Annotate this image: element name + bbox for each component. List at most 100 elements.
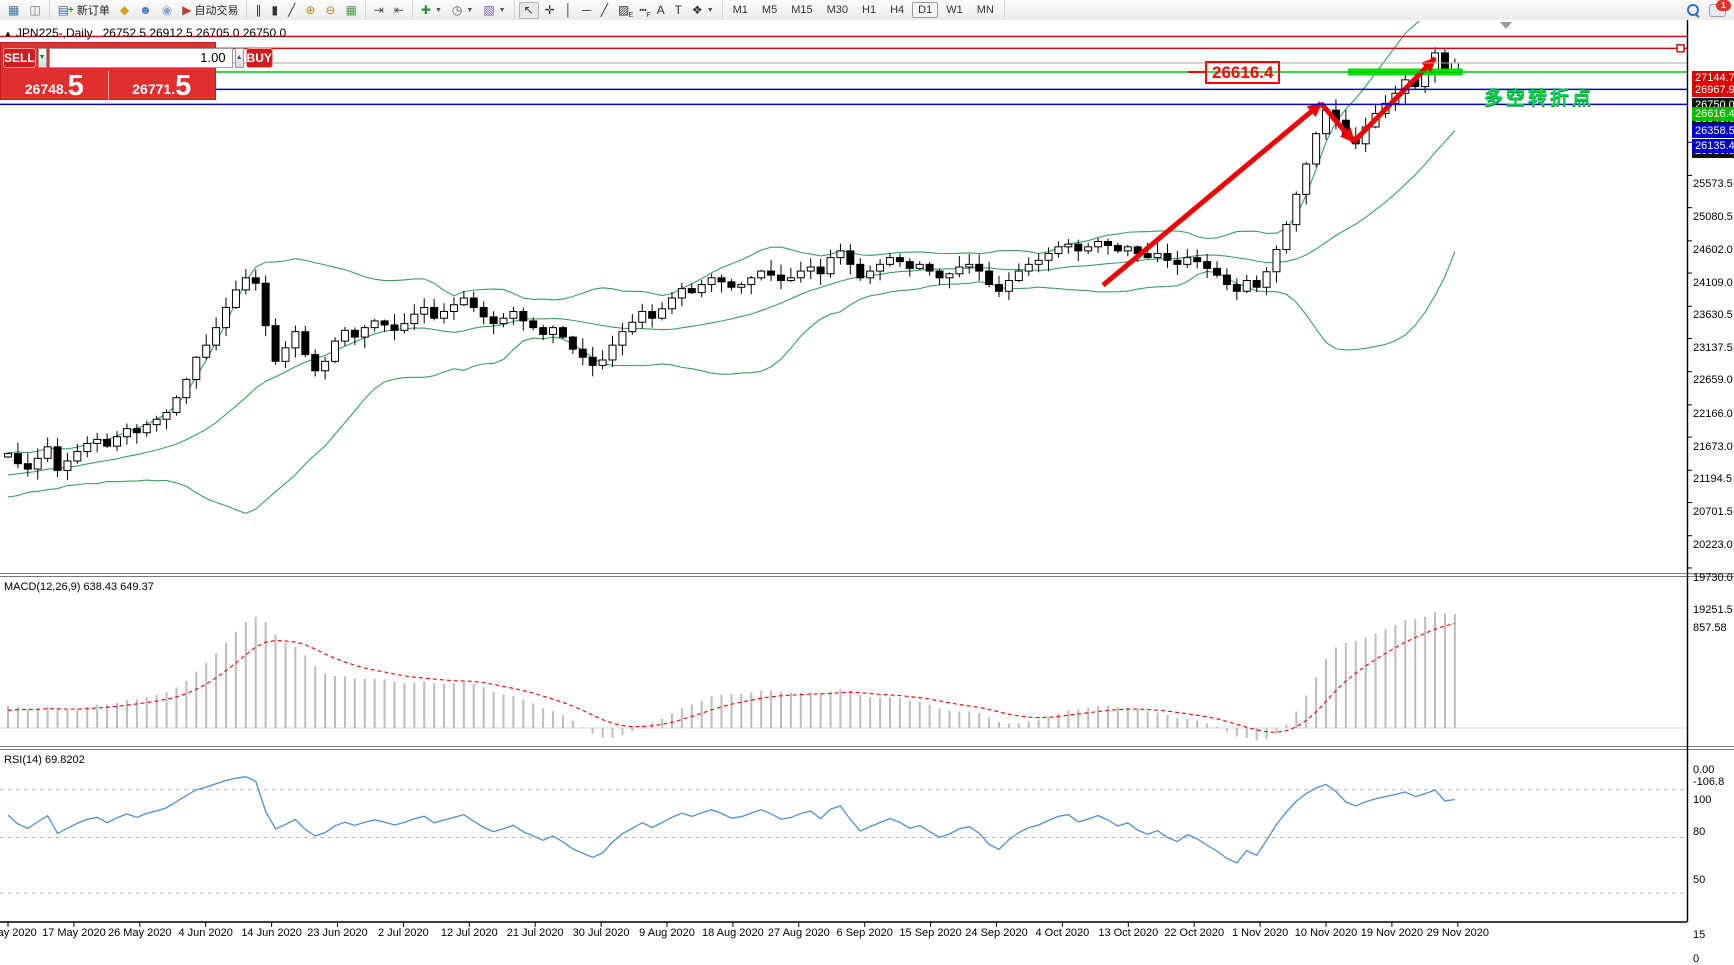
chart-shift-marker[interactable] bbox=[1500, 22, 1512, 29]
price-tick: 19251.5 bbox=[1693, 603, 1733, 616]
vline-glyph: │ bbox=[564, 3, 573, 17]
templates-glyph: ▧ bbox=[483, 3, 495, 17]
chart-symbol: JPN225-,Daily bbox=[15, 26, 93, 40]
price-tick: 20701.5 bbox=[1693, 506, 1733, 519]
community-icon[interactable]: ☻ bbox=[135, 2, 156, 19]
sell-price-big-digit: 5 bbox=[67, 70, 84, 102]
line-chart-icon[interactable]: ╱ bbox=[284, 2, 299, 19]
date-label: 24 Sep 2020 bbox=[965, 927, 1028, 939]
collapse-icon[interactable]: ▲ bbox=[4, 29, 12, 38]
vline-button[interactable]: │ bbox=[561, 2, 577, 19]
search-icon[interactable] bbox=[1687, 4, 1700, 18]
candlestick-chart-icon[interactable]: ▮ bbox=[267, 2, 282, 19]
price-line-label: 26616.4 bbox=[1692, 106, 1734, 121]
rsi-axis-label: 80 bbox=[1693, 825, 1706, 838]
sub-letter: E bbox=[628, 11, 634, 19]
chart-canvas[interactable] bbox=[0, 20, 1734, 942]
toolbar-group-3: ⇥ ⇤ bbox=[366, 0, 413, 20]
timeframe-w1-button[interactable]: W1 bbox=[940, 2, 969, 18]
volume-input[interactable] bbox=[48, 47, 233, 68]
price-line-label: 26358.5 bbox=[1692, 124, 1734, 139]
date-label: 17 May 2020 bbox=[42, 927, 106, 939]
periods-button[interactable]: ◷ ▼ bbox=[448, 2, 477, 19]
date-label: 14 Jun 2020 bbox=[241, 927, 302, 939]
chart-shift-icon[interactable]: ⇤ bbox=[390, 2, 408, 19]
price-tick: 22166.0 bbox=[1693, 407, 1733, 420]
templates-button[interactable]: ▧ ▼ bbox=[479, 2, 509, 19]
date-label: 7 May 2020 bbox=[0, 927, 37, 939]
price-annotation-dash bbox=[1188, 71, 1205, 73]
date-label: 15 Sep 2020 bbox=[899, 927, 962, 939]
sell-button[interactable]: SELL bbox=[3, 47, 36, 68]
sub-letter: F bbox=[646, 11, 651, 19]
auto-scroll-icon[interactable]: ⇥ bbox=[370, 2, 388, 19]
buy-price[interactable]: 26771. 5 bbox=[109, 71, 216, 102]
volume-decrease-button[interactable]: ▼ bbox=[37, 47, 47, 68]
zoom-out-button[interactable]: ⊖ bbox=[321, 2, 339, 19]
search-lens bbox=[1687, 4, 1699, 16]
signals-icon[interactable]: ◉ bbox=[158, 2, 176, 19]
price-line-label: 26967.9 bbox=[1692, 83, 1734, 98]
price-tick: 23630.5 bbox=[1693, 309, 1733, 322]
market-watch-icon-glyph: ▦ bbox=[8, 3, 20, 17]
rsi-axis-label: 0 bbox=[1693, 953, 1700, 965]
dropdown-caret-icon: ▼ bbox=[466, 6, 474, 14]
buy-price-big-digit: 5 bbox=[175, 70, 192, 102]
arrows-button[interactable]: ❖ ▼ bbox=[688, 2, 718, 19]
zoom-in-button[interactable]: ⊕ bbox=[301, 2, 319, 19]
autotrading-button-label: 自动交易 bbox=[194, 5, 239, 17]
timeframe-d1-button[interactable]: D1 bbox=[912, 2, 939, 18]
rsi-axis-label: 100 bbox=[1693, 794, 1712, 806]
date-label: 29 Nov 2020 bbox=[1426, 927, 1489, 939]
price-annotation-box[interactable]: 26616.4 bbox=[1205, 61, 1281, 84]
hline-glyph: ─ bbox=[582, 3, 591, 17]
price-tick: 25573.5 bbox=[1693, 178, 1733, 191]
text-button[interactable]: A bbox=[653, 2, 669, 19]
indicators-button[interactable]: ✚ ▼ bbox=[417, 2, 446, 19]
price-tick: 21194.5 bbox=[1693, 473, 1732, 486]
tile-windows-icon[interactable]: ▦ bbox=[341, 2, 360, 19]
timeframe-m15-button[interactable]: M15 bbox=[785, 2, 818, 18]
market-watch-icon[interactable]: ▦ bbox=[4, 2, 23, 19]
sell-price[interactable]: 26748. 5 bbox=[1, 71, 109, 102]
timeframe-m30-button[interactable]: M30 bbox=[821, 2, 854, 18]
new-order-button[interactable]: ▤ + 新订单 bbox=[54, 2, 114, 19]
periods-glyph: ◷ bbox=[451, 3, 463, 17]
cn-annotation-text[interactable]: 多空转折点 bbox=[1484, 88, 1595, 109]
date-label: 13 Oct 2020 bbox=[1098, 927, 1159, 939]
coin-icon[interactable]: ◆ bbox=[116, 2, 133, 19]
date-label: 4 Oct 2020 bbox=[1035, 927, 1090, 939]
timeframe-h1-button[interactable]: H1 bbox=[856, 2, 882, 18]
autotrading-button[interactable]: ▶ 自动交易 bbox=[178, 2, 242, 19]
crosshair-button[interactable]: ✛ bbox=[541, 2, 559, 19]
timeframe-m5-button[interactable]: M5 bbox=[756, 2, 783, 18]
timeframe-mn-button[interactable]: MN bbox=[971, 2, 1000, 18]
fibonacci-glyph: ┅ bbox=[639, 3, 647, 17]
timeframe-h4-button[interactable]: H4 bbox=[884, 2, 910, 18]
crosshair-glyph: ✛ bbox=[544, 3, 555, 17]
timeframe-m1-button[interactable]: M1 bbox=[727, 2, 754, 18]
rsi-axis-label: 15 bbox=[1693, 929, 1706, 942]
toolbar-group-5: ↖ ✛ │ ─ ╱ ▨ E ┅ F A T ❖ ▼ bbox=[515, 0, 723, 20]
hline-button[interactable]: ─ bbox=[578, 2, 595, 19]
label-button[interactable]: T bbox=[671, 2, 686, 19]
toolbar: ▦ ◫ ▤ + 新订单 ◆ ☻ ◉ ▶ 自动交易 ∥ ▮ ╱ ⊕ ⊖ ▦ ⇥ ⇤ ✚ ▼ ◷ ▼ ▧ ▼ ↖ ✛ │ ─ ╱ ▨ E ┅ F A T… bbox=[0, 0, 1734, 21]
date-label: 4 Jun 2020 bbox=[178, 927, 233, 939]
cursor-button[interactable]: ↖ bbox=[518, 1, 539, 19]
rsi-name: RSI(14) bbox=[4, 754, 42, 766]
candlestick-chart-icon-glyph: ▮ bbox=[271, 3, 279, 17]
new-order-button-label: 新订单 bbox=[76, 5, 110, 17]
date-label: 21 Jul 2020 bbox=[506, 927, 564, 939]
bar-chart-icon[interactable]: ∥ bbox=[251, 2, 265, 19]
trendline-button[interactable]: ╱ bbox=[597, 2, 612, 19]
tick-chart-icon[interactable]: ◫ bbox=[25, 2, 44, 19]
zoom-in-glyph: ⊕ bbox=[305, 3, 316, 17]
price-tick: 19730.0 bbox=[1693, 571, 1733, 584]
fibonacci-button[interactable]: ┅ F bbox=[635, 2, 650, 19]
notifications-icon[interactable]: 1 bbox=[1709, 0, 1731, 17]
volume-increase-button[interactable]: ▲ bbox=[234, 47, 244, 68]
channel-button[interactable]: ▨ E bbox=[614, 2, 633, 19]
toolbar-group-0: ▦ ◫ bbox=[0, 0, 50, 20]
buy-button[interactable]: BUY bbox=[245, 47, 273, 68]
chart-title: ▲ JPN225-,Daily 26752.5 26912.5 26705.0 26… bbox=[4, 26, 286, 40]
